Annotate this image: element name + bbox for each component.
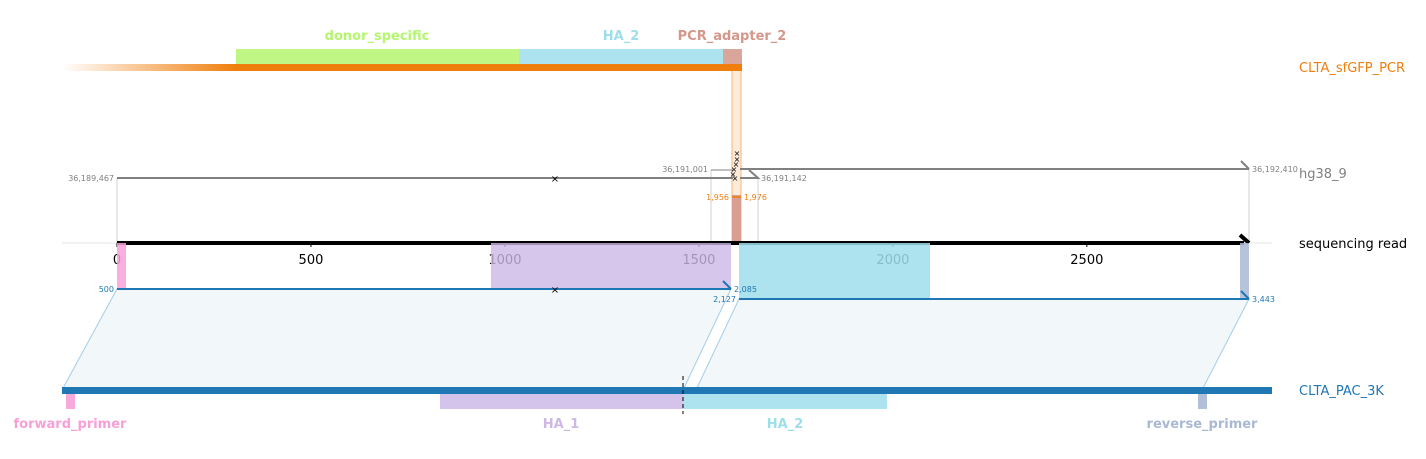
hg38-second-start-hook (740, 169, 761, 179)
svg-text:×: × (734, 155, 741, 164)
hg38-second-end-flag (1240, 160, 1250, 170)
sequencing-read-label: sequencing read (1299, 237, 1407, 252)
pcr-read-start-label: 1,956 (706, 193, 729, 202)
hg38-track-label: hg38_9 (1299, 167, 1347, 182)
hg38-first-end-label: 36,191,001 (662, 165, 708, 174)
svg-text:×: × (731, 165, 738, 174)
pcr-reference-bar (236, 64, 742, 71)
pac-first-start-label: 500 (99, 285, 114, 294)
svg-text:×: × (732, 174, 739, 183)
ha2-read-block (739, 243, 930, 299)
pcr-adapter-on-read-block (732, 195, 741, 243)
read-feature-blocks (117, 243, 1249, 299)
pac-second-end-flag (1240, 290, 1250, 300)
reverse-primer-read-block (1240, 243, 1249, 299)
ha2-top-feature-block (519, 49, 723, 65)
mismatch-marker: × (551, 174, 559, 185)
pcr-read-end-label: 1,976 (744, 193, 767, 202)
pcr-adapter-2-feature-block (723, 49, 742, 65)
reverse-primer-label: reverse_primer (1147, 417, 1259, 432)
hg38-second-end-label: 36,192,410 (1252, 165, 1298, 174)
pac-reference-track: CLTA_PAC_3K forward_primer HA_1 HA_2 rev… (14, 376, 1384, 432)
forward-primer-label: forward_primer (14, 417, 128, 432)
svg-text:×: × (733, 160, 740, 169)
mismatch-cluster: × × × × × × (730, 149, 741, 183)
pcr-adapter-2-label: PCR_adapter_2 (678, 29, 787, 44)
svg-text:×: × (734, 149, 741, 158)
forward-primer-feature-block (66, 394, 75, 409)
pcr-reference-track: donor_specific HA_2 PCR_adapter_2 CLTA_s… (62, 29, 1405, 76)
pac-track-label: CLTA_PAC_3K (1299, 384, 1384, 399)
ha1-read-block (491, 243, 731, 289)
ha1-feature-block (440, 394, 683, 409)
pac-second-projection-right-edge (1201, 298, 1250, 391)
donor-specific-feature-block (236, 49, 519, 65)
forward-primer-read-block (117, 243, 126, 289)
read-axis-tick-label: 500 (299, 253, 324, 268)
pac-reference-bar (62, 387, 1272, 394)
hg38-second-start-label: 36,191,142 (761, 174, 807, 183)
pac-first-end-flag (722, 280, 732, 290)
svg-text:×: × (730, 170, 737, 179)
ha2-bottom-feature-block (683, 394, 887, 409)
hg38-first-start-label: 36,189,467 (68, 174, 114, 183)
pac-first-end-label: 2,085 (734, 285, 757, 294)
pac-second-projection-polygon (696, 299, 1249, 390)
pac-alignment-track: × 500 2,085 2,127 3,443 (61, 280, 1275, 391)
pac-first-projection-left-edge (61, 288, 118, 391)
ha2-top-label: HA_2 (603, 29, 640, 44)
pcr-fade-bar (62, 64, 236, 71)
pac-first-projection-right-edge (682, 288, 732, 391)
reverse-primer-feature-block (1198, 394, 1207, 409)
sequencing-read-arrowhead (1238, 233, 1251, 245)
donor-specific-label: donor_specific (325, 29, 430, 44)
pac-second-projection-left-edge (695, 298, 740, 391)
pcr-track-label: CLTA_sfGFP_PCR (1299, 61, 1405, 76)
pac-second-start-label: 2,127 (713, 295, 736, 304)
read-axis-tick-label: 2500 (1070, 253, 1103, 268)
pac-first-projection-polygon (62, 289, 731, 390)
hg38-alignment-track: × × × × × × × 36,189,467 36,191,001 36,1… (68, 149, 1347, 243)
ha1-label: HA_1 (543, 417, 580, 432)
pcr-alignment-band: 1,956 1,976 (706, 71, 767, 243)
pac-second-end-label: 3,443 (1252, 295, 1275, 304)
pac-mismatch-marker: × (551, 285, 559, 296)
ha2-bottom-label: HA_2 (767, 417, 804, 432)
